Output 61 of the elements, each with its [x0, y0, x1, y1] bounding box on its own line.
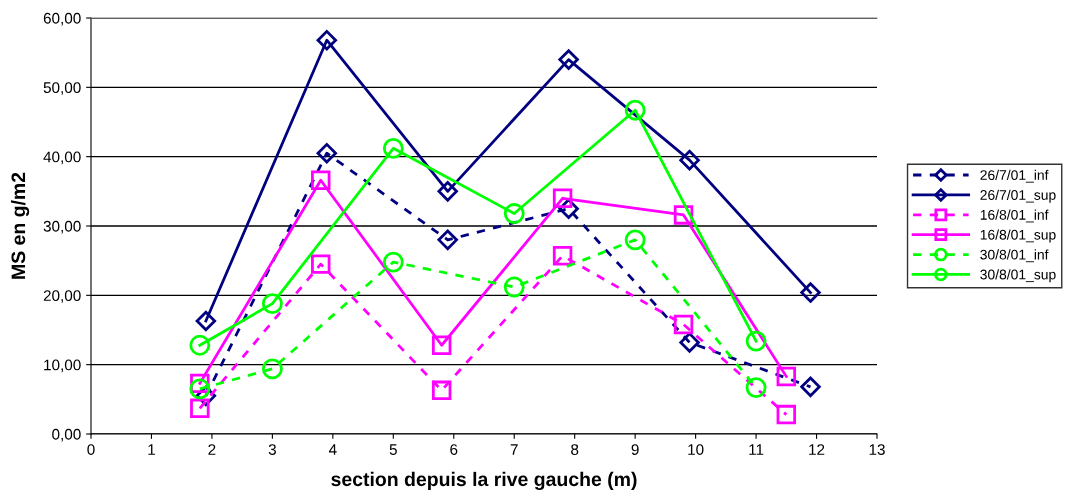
- y-tick-label: 20,00: [43, 290, 81, 303]
- y-axis-title: MS en g/m2: [10, 172, 30, 279]
- point: [437, 181, 458, 202]
- point: [558, 49, 579, 70]
- y-tick-label: 30,00: [43, 220, 81, 234]
- point: [195, 310, 217, 332]
- point: [437, 229, 458, 251]
- x-tick-label: 6: [450, 444, 458, 455]
- x-tick-label: 2: [208, 444, 216, 455]
- point: [745, 377, 767, 398]
- point: [503, 276, 525, 298]
- point: [624, 99, 646, 121]
- point: [776, 366, 797, 387]
- x-tick-label: 9: [631, 444, 639, 455]
- x-tick-label: 10: [688, 444, 704, 455]
- point: [552, 188, 573, 208]
- point: [189, 378, 211, 400]
- y-tick-label: 60,00: [43, 12, 81, 26]
- point: [745, 330, 767, 352]
- x-tick-label: 12: [809, 444, 825, 455]
- x-tick-label: 1: [148, 444, 155, 455]
- x-tick-label: 13: [869, 444, 885, 455]
- point: [673, 314, 694, 335]
- y-tick-label: 0,00: [52, 428, 81, 442]
- x-tick-label: 0: [87, 444, 95, 455]
- x-tick-label: 5: [389, 444, 397, 455]
- x-tick-label: 11: [749, 444, 764, 455]
- point: [316, 29, 338, 51]
- point: [431, 380, 452, 401]
- point: [503, 203, 525, 224]
- point: [311, 170, 331, 190]
- x-tick-label: 8: [571, 444, 579, 455]
- point: [776, 404, 797, 425]
- point: [311, 254, 331, 274]
- legend-label: 30/8/01_sup: [980, 269, 1056, 283]
- point: [382, 251, 404, 273]
- point: [382, 137, 404, 159]
- point: [679, 332, 700, 353]
- point: [190, 398, 210, 419]
- legend-label: 30/8/01_inf: [980, 249, 1049, 263]
- point: [189, 334, 211, 356]
- point: [431, 335, 452, 355]
- point: [261, 293, 283, 315]
- point: [261, 358, 283, 380]
- y-tick-label: 40,00: [43, 151, 81, 165]
- point: [552, 246, 573, 266]
- x-axis-title: section depuis la rive gauche (m): [331, 471, 637, 491]
- legend-label: 16/8/01_inf: [980, 209, 1049, 223]
- x-tick-label: 7: [510, 444, 518, 455]
- x-tick-label: 3: [268, 444, 276, 455]
- y-tick-label: 50,00: [43, 82, 81, 95]
- legend-label: 26/7/01_inf: [980, 169, 1049, 183]
- point: [800, 282, 821, 303]
- legend-label: 26/7/01_sup: [980, 189, 1056, 203]
- y-tick-label: 10,00: [44, 359, 81, 373]
- legend-label: 16/8/01_sup: [980, 229, 1056, 243]
- x-tick-label: 4: [328, 444, 337, 455]
- point: [624, 229, 646, 251]
- point: [679, 149, 700, 171]
- point: [800, 376, 821, 398]
- point: [316, 142, 338, 164]
